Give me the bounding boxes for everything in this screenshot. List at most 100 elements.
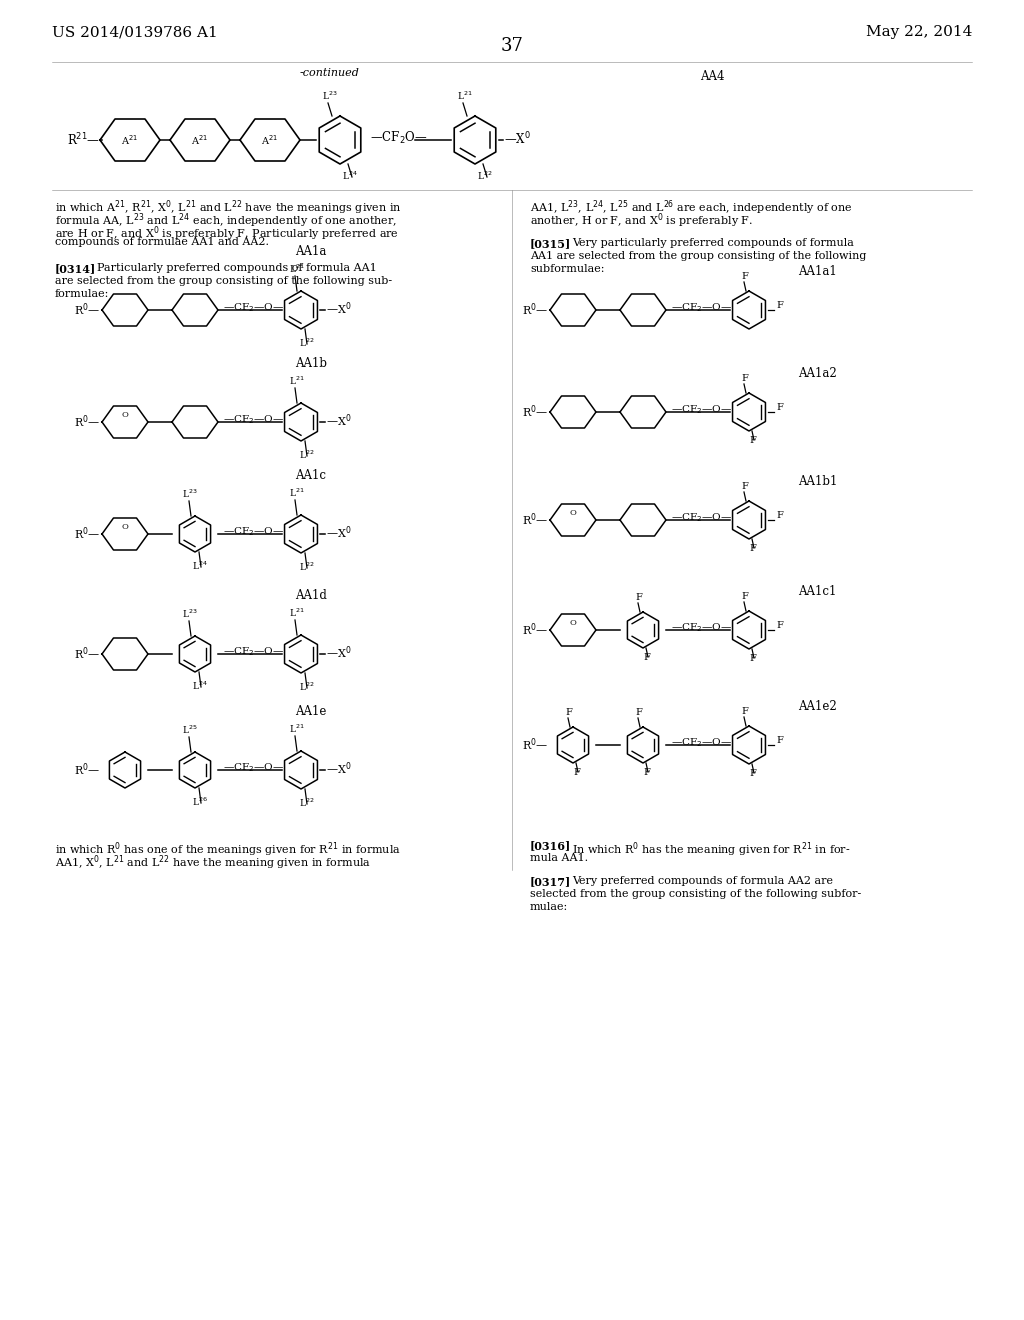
Text: L$^{21}$: L$^{21}$	[457, 90, 473, 102]
Text: L$^{23}$: L$^{23}$	[323, 90, 338, 102]
Text: L$^{24}$: L$^{24}$	[193, 560, 208, 572]
Text: —X$^0$: —X$^0$	[504, 131, 530, 148]
Text: Particularly preferred compounds of formula AA1: Particularly preferred compounds of form…	[97, 263, 377, 273]
Text: AA1b1: AA1b1	[798, 475, 838, 488]
Text: AA1a1: AA1a1	[798, 265, 837, 279]
Text: L$^{24}$: L$^{24}$	[193, 680, 208, 692]
Text: F: F	[741, 708, 749, 715]
Text: AA1e: AA1e	[295, 705, 327, 718]
Text: —X$^0$: —X$^0$	[326, 525, 351, 541]
Text: —X$^0$: —X$^0$	[326, 301, 351, 317]
Text: F: F	[750, 653, 757, 663]
Text: —CF$_2$—O—: —CF$_2$—O—	[223, 301, 285, 314]
Text: F: F	[741, 591, 749, 601]
Text: —CF$_2$—O—: —CF$_2$—O—	[671, 512, 732, 524]
Text: F: F	[741, 374, 749, 383]
Text: L$^{25}$: L$^{25}$	[182, 723, 198, 737]
Text: L$^{22}$: L$^{22}$	[299, 337, 314, 348]
Text: compounds of formulae AA1 and AA2.: compounds of formulae AA1 and AA2.	[55, 238, 269, 247]
Text: Very preferred compounds of formula AA2 are: Very preferred compounds of formula AA2 …	[572, 876, 833, 886]
Text: R$^0$—: R$^0$—	[521, 622, 548, 639]
Text: L$^{24}$: L$^{24}$	[342, 169, 357, 182]
Text: R$^0$—: R$^0$—	[74, 413, 100, 430]
Text: -continued: -continued	[300, 69, 360, 78]
Text: selected from the group consisting of the following subfor-: selected from the group consisting of th…	[530, 888, 861, 899]
Text: AA1 are selected from the group consisting of the following: AA1 are selected from the group consisti…	[530, 251, 866, 261]
Text: AA1a2: AA1a2	[798, 367, 837, 380]
Text: AA4: AA4	[700, 70, 725, 83]
Text: F: F	[643, 653, 650, 663]
Text: subformulae:: subformulae:	[530, 264, 604, 275]
Text: F: F	[643, 768, 650, 777]
Text: [0316]: [0316]	[530, 840, 571, 851]
Text: F: F	[776, 737, 783, 744]
Text: F: F	[573, 768, 581, 777]
Text: L$^{22}$: L$^{22}$	[299, 561, 314, 573]
Text: L$^{21}$: L$^{21}$	[289, 722, 305, 735]
Text: L$^{23}$: L$^{23}$	[182, 607, 198, 620]
Text: —CF$_2$—O—: —CF$_2$—O—	[223, 762, 285, 775]
Text: L$^{21}$: L$^{21}$	[289, 263, 305, 275]
Text: are selected from the group consisting of the following sub-: are selected from the group consisting o…	[55, 276, 392, 286]
Text: [0314]: [0314]	[55, 263, 96, 275]
Text: L$^{22}$: L$^{22}$	[477, 169, 493, 182]
Text: R$^0$—: R$^0$—	[74, 645, 100, 663]
Text: F: F	[565, 708, 572, 717]
Text: AA1, L$^{23}$, L$^{24}$, L$^{25}$ and L$^{26}$ are each, independently of one: AA1, L$^{23}$, L$^{24}$, L$^{25}$ and L$…	[530, 198, 853, 216]
Text: —X$^0$: —X$^0$	[326, 760, 351, 777]
Text: in which A$^{21}$, R$^{21}$, X$^0$, L$^{21}$ and L$^{22}$ have the meanings give: in which A$^{21}$, R$^{21}$, X$^0$, L$^{…	[55, 198, 401, 216]
Text: F: F	[750, 544, 757, 553]
Text: formula AA, L$^{23}$ and L$^{24}$ each, independently of one another,: formula AA, L$^{23}$ and L$^{24}$ each, …	[55, 211, 397, 230]
Text: L$^{21}$: L$^{21}$	[289, 375, 305, 387]
Text: O: O	[122, 411, 128, 418]
Text: R$^0$—: R$^0$—	[74, 525, 100, 543]
Text: —CF$_2$—O—: —CF$_2$—O—	[671, 622, 732, 635]
Text: AA1, X$^0$, L$^{21}$ and L$^{22}$ have the meaning given in formula: AA1, X$^0$, L$^{21}$ and L$^{22}$ have t…	[55, 853, 371, 871]
Text: R$^0$—: R$^0$—	[521, 737, 548, 754]
Text: US 2014/0139786 A1: US 2014/0139786 A1	[52, 25, 218, 40]
Text: R$^0$—: R$^0$—	[521, 512, 548, 528]
Text: AA1c1: AA1c1	[798, 585, 837, 598]
Text: AA1c: AA1c	[296, 469, 327, 482]
Text: F: F	[741, 272, 749, 281]
Text: May 22, 2014: May 22, 2014	[865, 25, 972, 40]
Text: F: F	[776, 620, 783, 630]
Text: —X$^0$: —X$^0$	[326, 644, 351, 661]
Text: AA1b: AA1b	[295, 356, 327, 370]
Text: —X$^0$: —X$^0$	[326, 413, 351, 429]
Text: —CF$_2$—O—: —CF$_2$—O—	[671, 737, 732, 750]
Text: mulae:: mulae:	[530, 902, 568, 912]
Text: Very particularly preferred compounds of formula: Very particularly preferred compounds of…	[572, 238, 854, 248]
Text: O: O	[569, 508, 577, 517]
Text: R$^{21}$—: R$^{21}$—	[67, 132, 100, 148]
Text: F: F	[776, 301, 783, 310]
Text: R$^0$—: R$^0$—	[521, 404, 548, 420]
Text: formulae:: formulae:	[55, 289, 110, 300]
Text: L$^{22}$: L$^{22}$	[299, 449, 314, 461]
Text: in which R$^0$ has one of the meanings given for R$^{21}$ in formula: in which R$^0$ has one of the meanings g…	[55, 840, 401, 858]
Text: F: F	[776, 403, 783, 412]
Text: F: F	[750, 770, 757, 777]
Text: mula AA1.: mula AA1.	[530, 853, 588, 863]
Text: L$^{22}$: L$^{22}$	[299, 681, 314, 693]
Text: L$^{21}$: L$^{21}$	[289, 487, 305, 499]
Text: A$^{21}$: A$^{21}$	[261, 133, 279, 147]
Text: F: F	[750, 436, 757, 445]
Text: —CF$_2$—O—: —CF$_2$—O—	[671, 404, 732, 416]
Text: —CF$_2$—O—: —CF$_2$—O—	[671, 301, 732, 314]
Text: —CF$_2$O—: —CF$_2$O—	[370, 129, 427, 147]
Text: R$^0$—: R$^0$—	[521, 302, 548, 318]
Text: O: O	[569, 619, 577, 627]
Text: R$^0$—: R$^0$—	[74, 302, 100, 318]
Text: L$^{26}$: L$^{26}$	[193, 796, 208, 808]
Text: F: F	[741, 482, 749, 491]
Text: L$^{21}$: L$^{21}$	[289, 607, 305, 619]
Text: AA1d: AA1d	[295, 589, 327, 602]
Text: A$^{21}$: A$^{21}$	[122, 133, 138, 147]
Text: [0317]: [0317]	[530, 876, 571, 887]
Text: —CF$_2$—O—: —CF$_2$—O—	[223, 645, 285, 659]
Text: AA1a: AA1a	[295, 246, 327, 257]
Text: F: F	[776, 511, 783, 520]
Text: R$^0$—: R$^0$—	[74, 762, 100, 779]
Text: L$^{22}$: L$^{22}$	[299, 796, 314, 809]
